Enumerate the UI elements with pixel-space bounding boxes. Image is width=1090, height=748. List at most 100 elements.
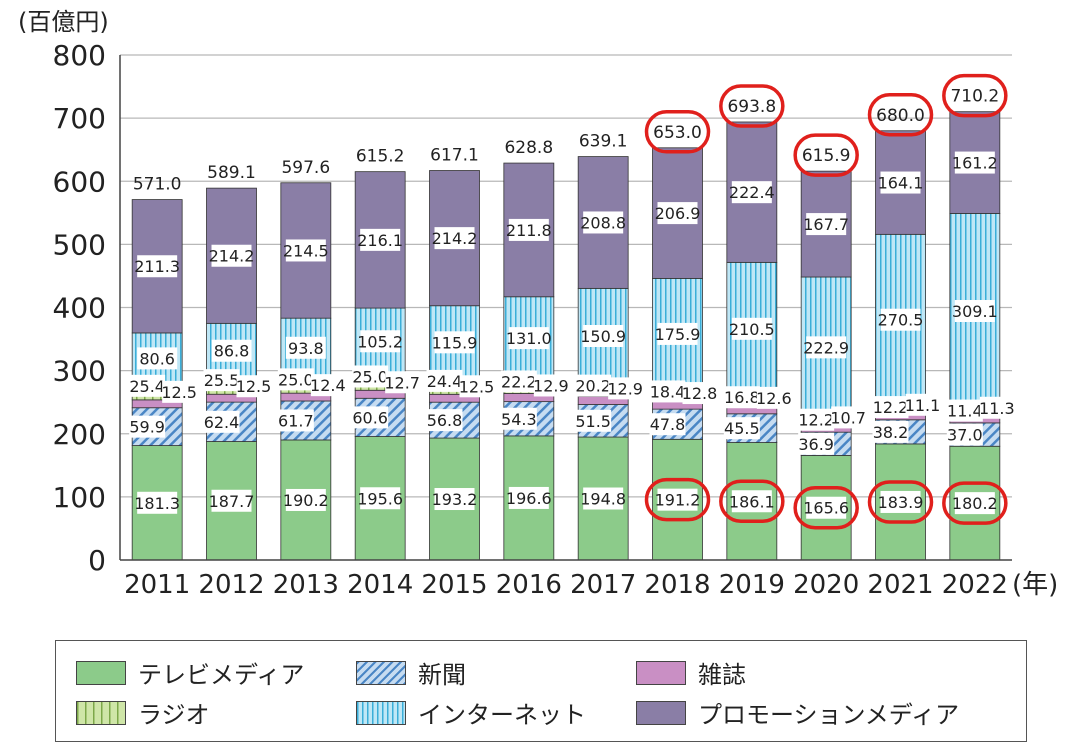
data-label-magazine: 12.5: [459, 375, 495, 398]
legend-label-promotion: プロモーションメディア: [698, 701, 960, 729]
x-tick-label: 2012: [198, 570, 264, 600]
data-label-internet-bg: [434, 331, 475, 354]
legend-item-newspaper: 新聞: [356, 655, 466, 690]
data-label-promotion: 164.1: [878, 171, 923, 194]
data-label-internet-bg: [880, 308, 921, 331]
data-label-promotion: 208.8: [580, 211, 626, 234]
data-label-tv-text: 194.8: [580, 490, 626, 509]
data-label-internet-text: 270.5: [878, 311, 924, 330]
data-label-tv: 180.2: [952, 492, 998, 515]
data-label-newspaper: 56.8: [426, 409, 463, 432]
data-label-radio-text: 24.4: [427, 372, 463, 391]
legend-item-internet: インターネット: [356, 695, 586, 730]
data-label-promotion-bg: [954, 151, 995, 174]
data-label-internet: 309.1: [952, 300, 998, 323]
data-label-radio-bg: [500, 370, 537, 393]
data-label-newspaper-bg: [352, 406, 389, 429]
data-label-radio: 18.4: [649, 380, 686, 403]
data-label-magazine: 10.7: [830, 406, 866, 429]
data-label-magazine: 12.8: [682, 382, 717, 405]
data-label-internet: 131.0: [506, 327, 552, 350]
data-label-tv-bg: [508, 486, 549, 509]
data-label-internet-bg: [731, 317, 772, 340]
data-label-internet-bg: [806, 336, 847, 359]
y-tick-label: 700: [53, 102, 106, 135]
data-label-tv-text: 186.1: [729, 492, 775, 511]
data-label-radio-bg: [649, 380, 686, 403]
data-label-promotion-text: 167.7: [803, 215, 849, 234]
data-label-newspaper: 59.9: [129, 415, 166, 438]
data-label-internet: 115.9: [432, 331, 478, 354]
data-label-promotion: 214.2: [432, 227, 477, 250]
data-label-magazine-text: 12.6: [756, 389, 792, 408]
data-label-newspaper-text: 61.7: [278, 411, 314, 430]
data-label-radio-text: 18.4: [650, 382, 686, 401]
data-label-total: 710.2: [950, 87, 999, 107]
data-label-tv-text: 183.9: [878, 493, 924, 512]
data-label-promotion-bg: [657, 202, 698, 225]
data-label-tv: 194.8: [580, 487, 626, 510]
data-label-radio: 22.2: [500, 370, 537, 393]
legend-label-internet: インターネット: [418, 701, 586, 729]
data-label-tv-bg: [285, 488, 326, 511]
data-label-promotion-text: 222.4: [729, 183, 775, 202]
stacked-bar-chart: 181.359.925.412.580.6211.3571.0187.762.4…: [18, 8, 1058, 600]
data-label-promotion-text: 216.1: [357, 231, 403, 250]
data-label-tv: 196.6: [506, 486, 552, 509]
data-label-magazine-bg: [310, 374, 345, 397]
data-label-radio-text: 12.2: [873, 398, 909, 417]
x-tick-label: 2020: [793, 570, 859, 600]
data-label-internet-text: 115.9: [432, 333, 478, 352]
data-label-radio: 11.4: [946, 399, 983, 422]
data-label-newspaper: 36.9: [798, 432, 835, 455]
data-label-internet: 86.8: [211, 339, 252, 362]
data-label-newspaper: 51.5: [575, 409, 612, 432]
data-label-internet-bg: [657, 322, 698, 345]
data-label-newspaper-text: 47.8: [650, 415, 686, 434]
data-label-tv-bg: [880, 490, 921, 513]
data-label-newspaper-bg: [649, 413, 686, 436]
data-label-tv-text: 190.2: [283, 491, 329, 510]
highlight-circle-tv: [942, 481, 1008, 525]
data-label-total: 615.9: [802, 146, 851, 166]
data-label-radio-text: 16.8: [724, 388, 760, 407]
x-tick-label: 2021: [867, 570, 933, 600]
data-label-tv: 181.3: [134, 491, 180, 514]
data-label-radio-bg: [872, 396, 909, 419]
data-label-internet: 222.9: [803, 336, 849, 359]
data-label-promotion: 211.3: [134, 255, 180, 278]
highlight-circle-tv: [644, 477, 711, 522]
data-label-internet-text: 80.6: [139, 349, 175, 368]
data-label-newspaper-text: 60.6: [352, 408, 388, 427]
data-label-radio-bg: [352, 365, 389, 388]
data-label-magazine-text: 10.7: [830, 408, 866, 427]
data-label-newspaper-bg: [872, 420, 909, 443]
data-label-newspaper-bg: [129, 415, 166, 438]
data-label-newspaper: 61.7: [277, 409, 314, 432]
data-label-promotion-bg: [806, 213, 847, 236]
data-label-magazine-text: 12.4: [310, 376, 346, 395]
data-label-magazine-bg: [831, 406, 866, 429]
data-label-internet: 150.9: [580, 325, 626, 348]
data-label-internet-text: 131.0: [506, 329, 552, 348]
data-label-radio-bg: [723, 386, 760, 409]
data-label-tv-bg: [137, 491, 178, 514]
data-label-magazine-bg: [682, 382, 717, 405]
data-label-newspaper-text: 45.5: [724, 419, 760, 438]
highlight-circle-tv: [867, 480, 934, 524]
data-label-radio-text: 20.2: [575, 377, 611, 396]
data-label-promotion-bg: [211, 244, 252, 267]
data-label-magazine-bg: [533, 374, 568, 397]
data-label-tv-text: 193.2: [432, 490, 478, 509]
data-label-magazine-text: 12.5: [459, 377, 495, 396]
data-label-radio-bg: [575, 374, 612, 397]
data-label-promotion: 161.2: [952, 151, 998, 174]
data-label-radio-bg: [798, 408, 835, 431]
data-label-tv: 183.9: [878, 490, 924, 513]
data-label-promotion-text: 211.8: [506, 221, 552, 240]
data-label-magazine: 12.5: [236, 375, 271, 398]
data-label-magazine: 12.9: [607, 377, 643, 400]
data-label-newspaper-text: 56.8: [427, 411, 463, 430]
data-label-promotion-bg: [508, 218, 549, 241]
data-label-promotion: 211.8: [506, 218, 552, 241]
